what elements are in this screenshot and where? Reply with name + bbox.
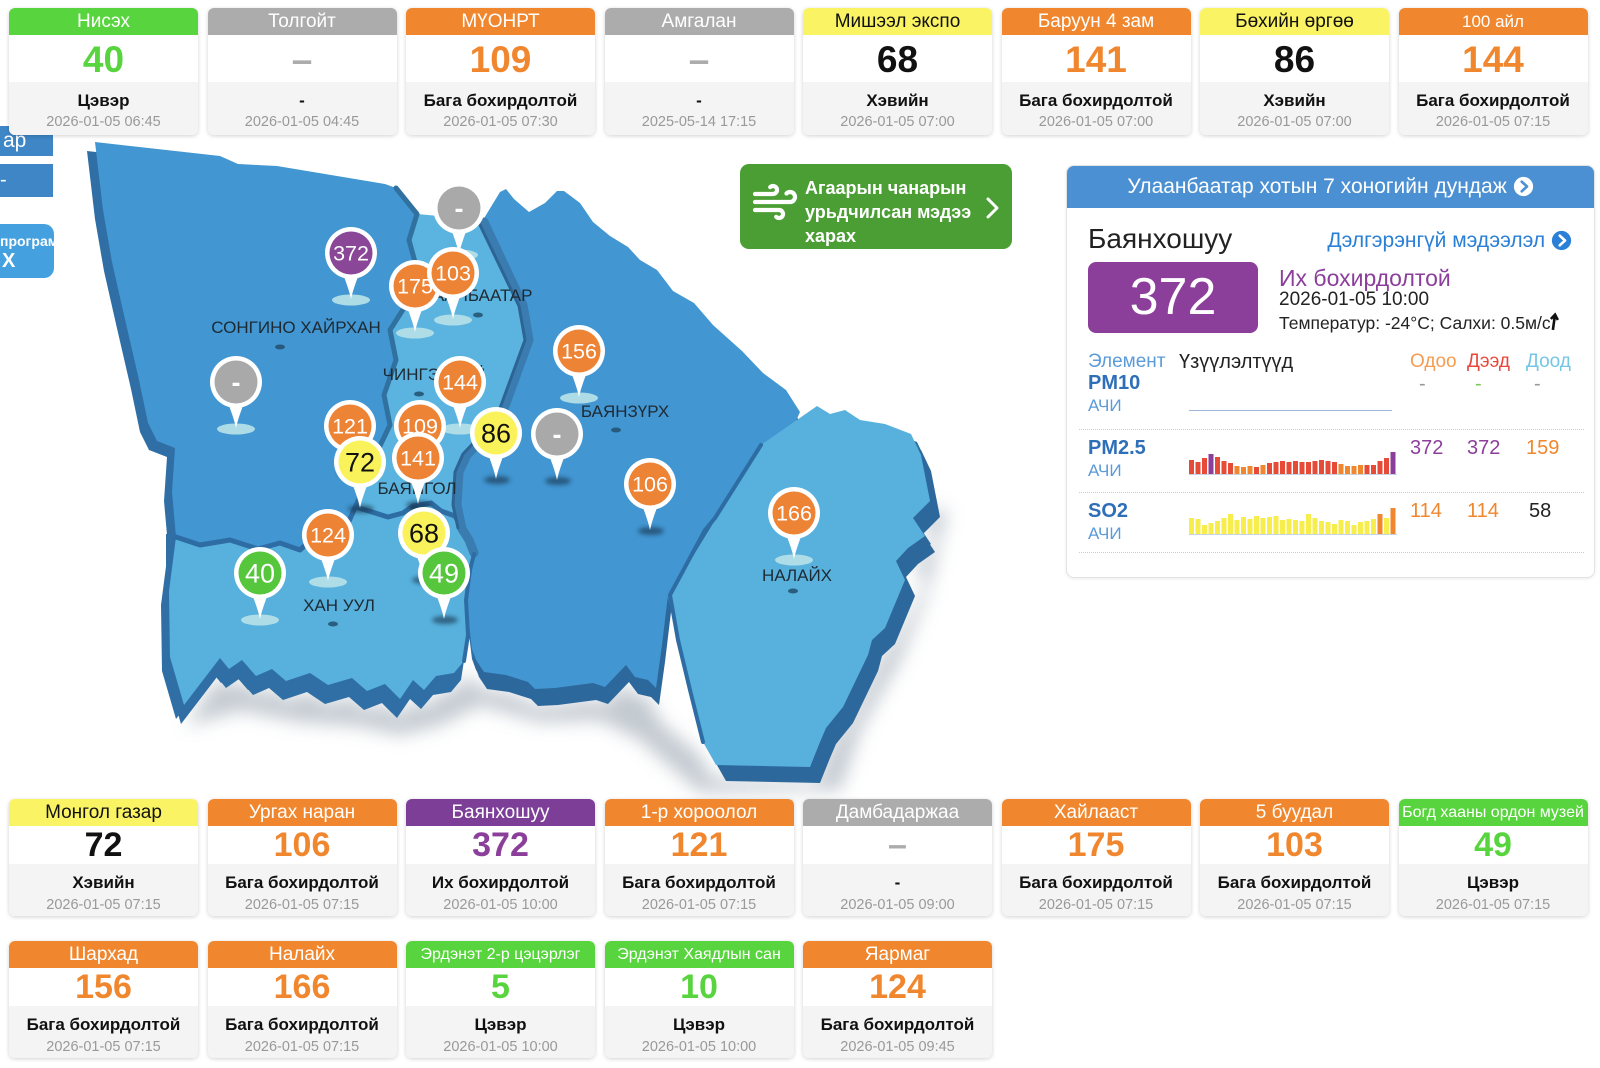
svg-text:372: 372	[333, 242, 369, 266]
svg-text:НАЛАЙХ: НАЛАЙХ	[762, 566, 832, 585]
svg-text:68: 68	[409, 518, 439, 548]
svg-text:103: 103	[435, 262, 471, 286]
svg-text:-: -	[553, 419, 562, 449]
svg-text:166: 166	[776, 502, 812, 526]
svg-text:106: 106	[632, 473, 668, 497]
svg-text:-: -	[455, 193, 464, 223]
svg-text:40: 40	[245, 558, 275, 588]
svg-text:121: 121	[332, 415, 368, 439]
svg-text:72: 72	[345, 447, 375, 477]
svg-text:ХАН УУЛ: ХАН УУЛ	[303, 596, 375, 615]
svg-text:-: -	[232, 367, 241, 397]
svg-text:144: 144	[442, 371, 478, 395]
svg-text:124: 124	[310, 524, 346, 548]
svg-text:49: 49	[429, 558, 459, 588]
svg-text:86: 86	[481, 418, 511, 448]
svg-text:175: 175	[397, 275, 433, 299]
svg-text:156: 156	[561, 340, 597, 364]
svg-text:СОНГИНО ХАЙРХАН: СОНГИНО ХАЙРХАН	[211, 318, 380, 337]
svg-text:141: 141	[400, 447, 436, 471]
svg-text:БАЯНЗҮРХ: БАЯНЗҮРХ	[581, 402, 669, 421]
